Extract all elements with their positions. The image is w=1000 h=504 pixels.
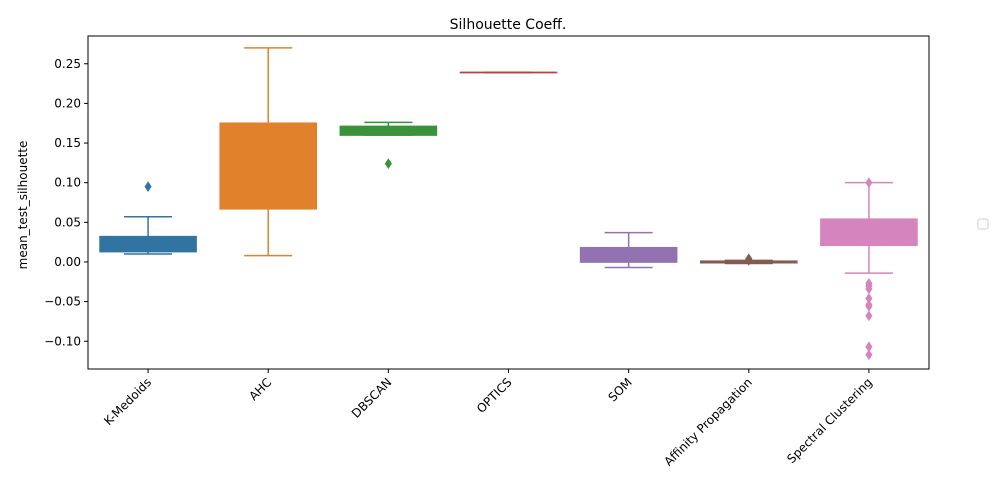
y-tick-label: 0.10: [54, 176, 81, 190]
outlier-point: [866, 178, 873, 188]
y-tick-label: −0.10: [44, 334, 81, 348]
plot-area: [100, 48, 917, 360]
box: [821, 219, 917, 245]
x-tick-label: K-Medoids: [101, 375, 154, 428]
box-group: [821, 178, 917, 360]
x-tick-label: OPTICS: [474, 375, 515, 416]
x-tick-label: Affinity Propagation: [661, 375, 755, 469]
box-group: [100, 182, 196, 254]
box-group: [581, 233, 677, 268]
y-tick-label: 0.05: [54, 215, 81, 229]
outlier-point: [145, 182, 152, 192]
box-group: [220, 48, 316, 256]
outlier-point: [385, 159, 392, 169]
x-tick-label: AHC: [246, 375, 274, 403]
legend[interactable]: [978, 219, 988, 229]
y-tick-label: 0.25: [54, 57, 81, 71]
box-group: [701, 254, 797, 266]
x-tick-label: Spectral Clustering: [784, 375, 875, 466]
y-tick-label: 0.00: [54, 255, 81, 269]
box-group: [340, 122, 436, 168]
x-tick-label: SOM: [605, 375, 634, 404]
y-tick-label: 0.20: [54, 96, 81, 110]
outlier-point: [866, 350, 873, 360]
box: [220, 123, 316, 209]
y-tick-label: 0.15: [54, 136, 81, 150]
plot-frame: [88, 36, 929, 369]
y-tick-label: −0.05: [44, 295, 81, 309]
box: [581, 248, 677, 262]
y-axis-label: mean_test_silhouette: [16, 141, 30, 270]
chart-title: Silhouette Coeff.: [450, 17, 567, 33]
outlier-point: [866, 311, 873, 321]
x-tick-label: DBSCAN: [349, 375, 395, 421]
